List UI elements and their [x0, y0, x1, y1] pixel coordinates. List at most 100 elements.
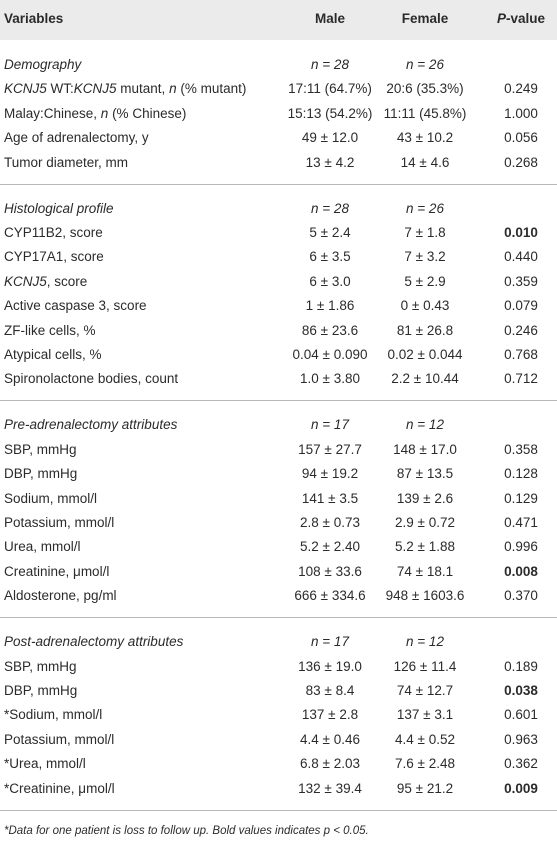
cell-value-text: 0.370 [504, 588, 538, 604]
cell-value: 13 ± 4.2 [306, 153, 355, 173]
row-label: CYP11B2, score [4, 223, 103, 243]
cell-value-text: 137 ± 3.1 [396, 707, 454, 723]
sample-size: n = 26 [406, 55, 444, 75]
text-run: KCNJ5 [4, 273, 47, 289]
section-rule [0, 809, 557, 811]
cell-value: 0.370 [504, 586, 538, 606]
row-label: CYP17A1, score [4, 247, 104, 267]
cell-value: 43 ± 10.2 [397, 128, 453, 148]
cell-value: 136 ± 19.0 [298, 657, 362, 677]
section-title: Demography [4, 55, 81, 75]
row-label: Malay:Chinese, n (% Chinese) [4, 104, 186, 124]
cell-value: 14 ± 4.6 [401, 153, 450, 173]
row-label: *Sodium, mmol/l [4, 705, 102, 725]
cell-value-text: 0.471 [504, 515, 538, 530]
cell-value-text: 0.008 [504, 563, 538, 579]
row-label: KCNJ5, score [4, 272, 87, 292]
cell-value: 5 ± 2.4 [309, 223, 350, 243]
text-run: -value [505, 11, 546, 26]
cell-value: 49 ± 12.0 [302, 128, 358, 148]
cell-value: 95 ± 21.2 [397, 779, 453, 799]
sample-size-text: n = 17 [311, 634, 349, 650]
row-label: Aldosterone, pg/ml [4, 586, 117, 606]
cell-value: 0.362 [504, 754, 538, 774]
cell-value-text: 0.359 [504, 273, 538, 289]
cell-value-text: 6.8 ± 2.03 [300, 756, 360, 772]
cell-value: 1.0 ± 3.80 [300, 369, 360, 389]
cell-value: 0.009 [504, 779, 538, 799]
row-label-text: ZF-like cells, % [4, 322, 96, 338]
cell-value-text: 141 ± 3.5 [301, 490, 359, 506]
cell-value: 666 ± 334.6 [294, 586, 365, 606]
cell-value-text: 0.128 [504, 466, 538, 482]
row-label: DBP, mmHg [4, 681, 77, 701]
cell-value: 108 ± 33.6 [298, 562, 362, 582]
row-label-text: *Sodium, mmol/l [4, 707, 103, 723]
cell-value-text: 666 ± 334.6 [294, 588, 366, 604]
cell-value-text: 7.6 ± 2.48 [395, 756, 455, 772]
cell-value-text: 139 ± 2.6 [396, 490, 454, 506]
sample-size: n = 26 [406, 199, 444, 219]
row-label: SBP, mmHg [4, 657, 77, 677]
cell-value-text: 0.712 [504, 371, 538, 387]
cell-value-text: 5.2 ± 1.88 [395, 539, 455, 555]
text-run: n [100, 105, 109, 121]
cell-value-text: 0.04 ± 0.090 [292, 347, 368, 362]
cell-value: 0.440 [504, 247, 538, 267]
cell-value-text: 0.010 [504, 225, 538, 240]
column-header-text: P-value [497, 11, 545, 26]
cell-value-text: 0.362 [504, 756, 538, 772]
sample-size-text: n = 28 [311, 200, 349, 216]
cell-value: 0.358 [504, 440, 538, 460]
row-label: *Creatinine, μmol/l [4, 779, 115, 799]
row-label: Creatinine, μmol/l [4, 562, 109, 582]
section-title-text: Pre-adrenalectomy attributes [4, 417, 178, 433]
row-label: ZF-like cells, % [4, 321, 96, 341]
row-label-text: Tumor diameter, mm [4, 154, 129, 170]
row-label-text: Spironolactone bodies, count [4, 371, 179, 387]
cell-value-text: 0.996 [504, 539, 538, 555]
cell-value-text: 17:11 (64.7%) [288, 81, 372, 97]
sample-size: n = 17 [311, 415, 349, 435]
cell-value: 4.4 ± 0.52 [395, 730, 455, 750]
cell-value: 20:6 (35.3%) [386, 79, 463, 99]
cell-value-text: 0.009 [504, 780, 538, 796]
section-title-text: Post-adrenalectomy attributes [4, 634, 184, 650]
row-label: Spironolactone bodies, count [4, 369, 178, 389]
cell-value: 5.2 ± 1.88 [395, 537, 455, 557]
cell-value: 2.9 ± 0.72 [395, 513, 455, 533]
cell-value: 0.963 [504, 730, 538, 750]
row-label-text: Sodium, mmol/l [4, 490, 98, 506]
header-band [0, 0, 557, 40]
text-run: P [496, 11, 506, 26]
cell-value: 0.056 [504, 128, 538, 148]
cell-value-text: 0.02 ± 0.044 [387, 347, 463, 362]
cell-value-text: 20:6 (35.3%) [386, 81, 464, 97]
cell-value-text: 94 ± 19.2 [301, 466, 359, 482]
cell-value-text: 126 ± 11.4 [393, 658, 457, 674]
row-label: Potassium, mmol/l [4, 513, 114, 533]
cell-value-text: 1.0 ± 3.80 [300, 371, 360, 387]
cell-value-text: 0.963 [504, 731, 538, 747]
text-run: KCNJ5 [73, 81, 117, 97]
cell-value-text: 2.8 ± 0.73 [300, 515, 360, 530]
text-run: n [169, 81, 177, 97]
cell-value-text: 1 ± 1.86 [305, 298, 355, 314]
cell-value: 0.768 [504, 345, 538, 365]
row-label-text: Urea, mmol/l [4, 539, 81, 555]
row-label-text: KCNJ5, score [4, 274, 87, 289]
row-label: Tumor diameter, mm [4, 153, 128, 173]
cell-value-text: 108 ± 33.6 [298, 563, 362, 579]
sample-size-text: n = 26 [406, 57, 444, 72]
row-label-text: *Creatinine, μmol/l [4, 780, 115, 796]
cell-value: 137 ± 2.8 [302, 705, 358, 725]
row-label-text: Creatinine, μmol/l [4, 563, 110, 579]
section-title: Post-adrenalectomy attributes [4, 632, 183, 652]
cell-value: 0.129 [504, 489, 538, 509]
cell-value-text: 148 ± 17.0 [393, 441, 457, 457]
row-label-text: CYP17A1, score [4, 249, 104, 265]
cell-value: 74 ± 12.7 [397, 681, 453, 701]
sample-size: n = 28 [311, 55, 349, 75]
cell-value-text: 4.4 ± 0.46 [300, 731, 360, 747]
